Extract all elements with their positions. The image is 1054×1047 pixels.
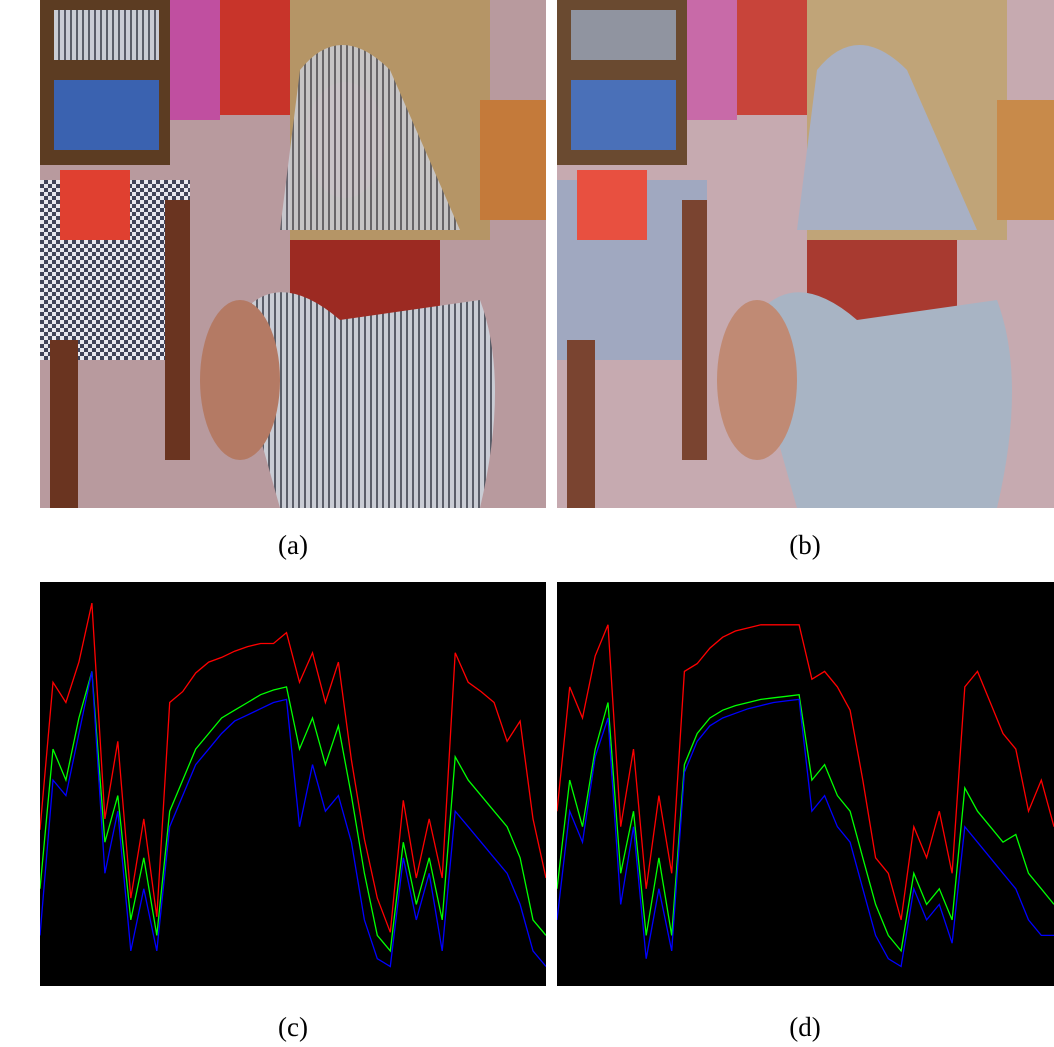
- photo-result: [557, 0, 1054, 508]
- profile-line: [557, 698, 1054, 968]
- profile-plot: [557, 582, 1054, 986]
- panel-label: (a): [278, 530, 308, 560]
- photo-original: [40, 0, 546, 508]
- profile-line: [557, 693, 1054, 953]
- profile-line: [40, 602, 546, 933]
- profile-line: [557, 624, 1054, 921]
- panel-label: (d): [789, 1012, 821, 1042]
- profile-line: [40, 671, 546, 968]
- panel-label: (c): [278, 1012, 308, 1042]
- panel-label: (b): [789, 530, 821, 560]
- profile-plot: [40, 582, 546, 986]
- profile-line: [40, 671, 546, 953]
